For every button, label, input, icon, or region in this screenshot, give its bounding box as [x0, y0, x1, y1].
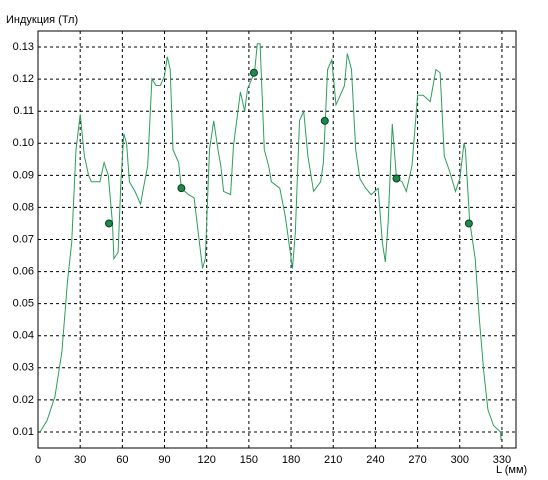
marker	[464, 219, 473, 228]
marker	[177, 184, 186, 193]
x-tick-label: 330	[493, 454, 511, 466]
marker	[249, 68, 258, 77]
x-tick-label: 120	[198, 454, 216, 466]
y-tick-label: 0.02	[13, 394, 34, 406]
x-tick-label: 30	[74, 454, 86, 466]
x-tick-label: 240	[366, 454, 384, 466]
x-axis-label: L (мм)	[496, 464, 527, 476]
y-axis-label: Индукция (Тл)	[6, 14, 78, 26]
x-tick-label: 0	[35, 454, 41, 466]
x-tick-label: 210	[324, 454, 342, 466]
data-line	[39, 43, 502, 441]
plot-area	[38, 31, 516, 448]
y-tick-label: 0.08	[13, 201, 34, 213]
plot-frame	[37, 30, 517, 449]
y-tick-label: 0.07	[13, 233, 34, 245]
y-tick-label: 0.09	[13, 169, 34, 181]
y-tick-label: 0.13	[13, 41, 34, 53]
y-tick-label: 0.05	[13, 298, 34, 310]
marker	[320, 116, 329, 125]
x-tick-label: 150	[240, 454, 258, 466]
y-tick-label: 0.03	[13, 362, 34, 374]
y-tick-label: 0.01	[13, 426, 34, 438]
y-tick-label: 0.12	[13, 73, 34, 85]
y-tick-label: 0.04	[13, 330, 34, 342]
y-tick-label: 0.06	[13, 265, 34, 277]
x-tick-label: 90	[158, 454, 170, 466]
marker	[392, 174, 401, 183]
x-tick-label: 300	[451, 454, 469, 466]
x-tick-label: 180	[282, 454, 300, 466]
y-tick-label: 0.10	[13, 137, 34, 149]
x-tick-label: 270	[408, 454, 426, 466]
x-tick-label: 60	[116, 454, 128, 466]
y-tick-label: 0.11	[13, 105, 34, 117]
marker	[104, 219, 113, 228]
